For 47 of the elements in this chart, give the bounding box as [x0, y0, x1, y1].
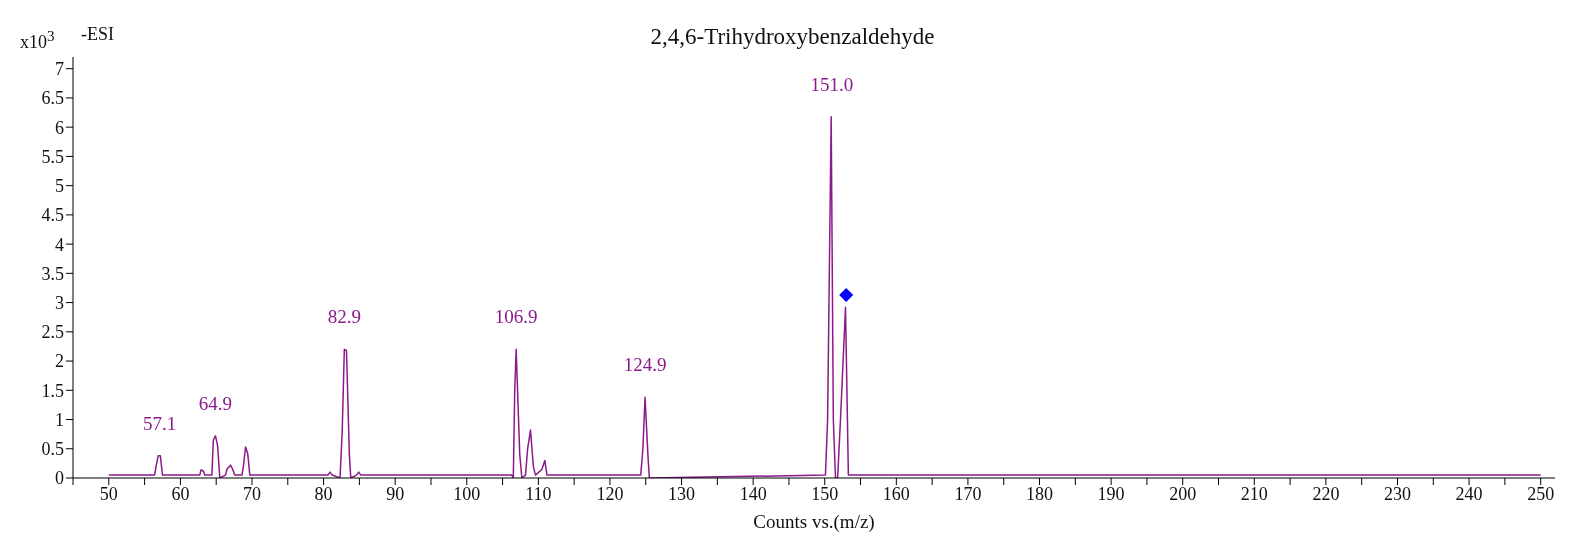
- x-tick-label: 120: [596, 483, 624, 504]
- y-tick-label: 3.5: [41, 263, 64, 284]
- x-tick-label: 170: [954, 483, 982, 504]
- x-tick-label: 80: [314, 483, 333, 504]
- y-tick-label: 4.5: [41, 205, 64, 226]
- annotation: 106.9: [494, 306, 538, 328]
- x-tick-label: 50: [99, 483, 118, 504]
- y-tick-label: 1: [55, 409, 64, 430]
- annotation: 82.9: [327, 306, 361, 328]
- y-tick-label: 5: [55, 176, 64, 197]
- x-tick-label: 100: [453, 483, 481, 504]
- x-tick-label: 210: [1240, 483, 1268, 504]
- annotation: 57.1: [143, 412, 177, 434]
- y-tick-label: 2.5: [41, 322, 64, 343]
- x-tick-label: 150: [811, 483, 839, 504]
- annotation: 151.0: [810, 73, 854, 95]
- annotation: 124.9: [623, 354, 667, 376]
- chart-title: 2,4,6-Trihydroxybenzaldehyde: [650, 24, 935, 50]
- y-tick-label: 3: [55, 292, 64, 313]
- text: -ESI: [81, 24, 114, 45]
- y-tick-label: 0.5: [41, 439, 64, 460]
- y-tick-label: 4: [55, 234, 64, 255]
- x-tick-label: 110: [525, 483, 552, 504]
- y-tick-label: 5.5: [41, 146, 64, 167]
- x-axis-title: Counts vs.(m/z): [753, 511, 875, 533]
- x-tick-label: 250: [1527, 483, 1555, 504]
- y-tick-label: 7: [55, 59, 64, 80]
- x-tick-label: 70: [242, 483, 261, 504]
- x-tick-label: 160: [882, 483, 910, 504]
- y-axis-title: x10$^{3}$: [20, 28, 55, 53]
- x-tick-label: 200: [1169, 483, 1197, 504]
- x-tick-label: 60: [171, 483, 190, 504]
- annotation: 64.9: [198, 392, 233, 414]
- x-tick-label: 240: [1455, 483, 1483, 504]
- x-tick-label: 220: [1312, 483, 1340, 504]
- y-tick-label: 2: [55, 351, 64, 372]
- x-tick-label: 180: [1026, 483, 1054, 504]
- y-tick-label: 6.5: [41, 88, 64, 109]
- y-tick-label: 1.5: [41, 380, 64, 401]
- x-tick-label: 90: [386, 483, 405, 504]
- x-tick-label: 130: [668, 483, 696, 504]
- x-tick-label: 190: [1097, 483, 1125, 504]
- line-series: [108, 115, 1542, 478]
- y-tick-label: 6: [55, 117, 64, 138]
- x-tick-label: 140: [739, 483, 767, 504]
- x-tick-label: 230: [1383, 483, 1411, 504]
- y-tick-label: 0: [55, 468, 64, 489]
